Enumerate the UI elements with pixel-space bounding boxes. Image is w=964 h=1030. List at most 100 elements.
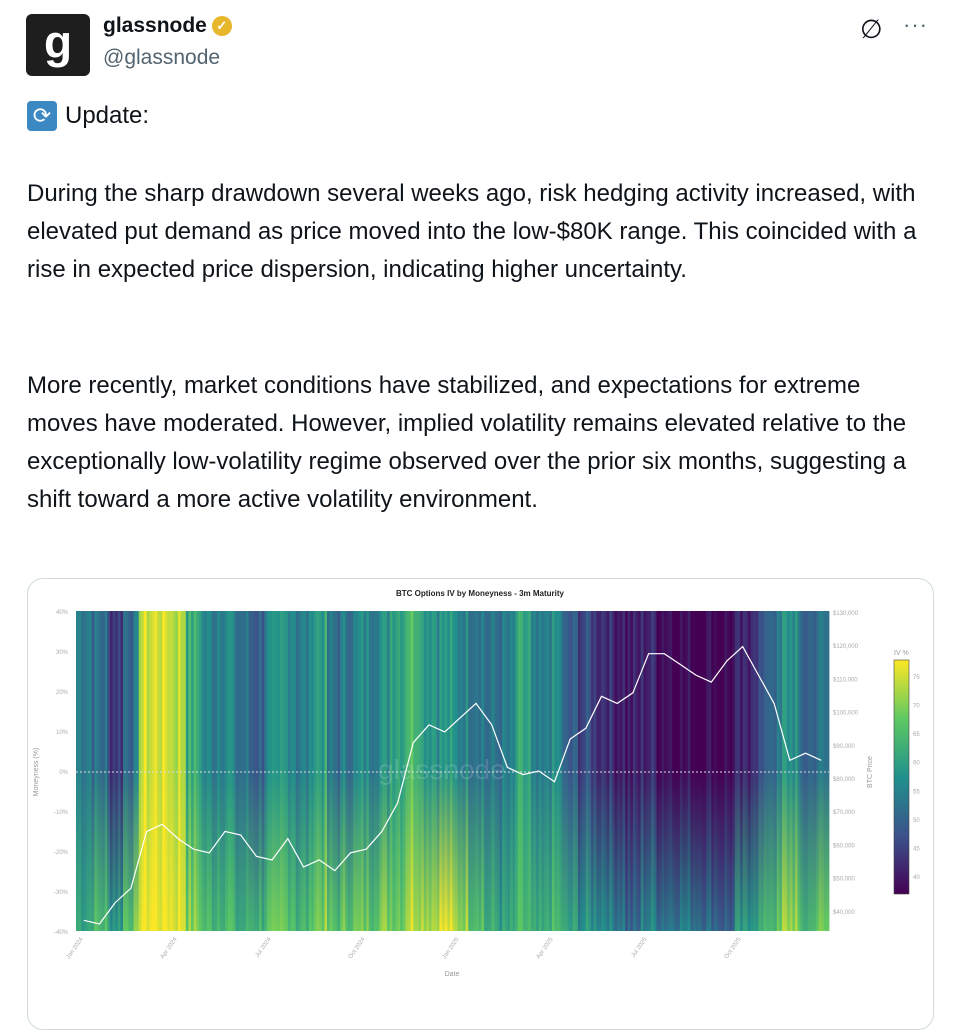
heatmap-cell [316, 611, 320, 931]
heatmap-cell [89, 611, 93, 931]
heatmap-cell [240, 611, 244, 931]
colorbar-tick-label: 75 [913, 675, 920, 681]
heatmap-cell [515, 611, 519, 931]
heatmap-cell [235, 611, 239, 931]
heatmap-cell [585, 611, 589, 931]
grok-icon[interactable]: ∅ [860, 14, 883, 44]
heatmap-cell [766, 611, 770, 931]
heatmap-cell [732, 611, 736, 931]
heatmap-cell [287, 611, 291, 931]
heatmap-cell [300, 611, 304, 931]
heatmap-cell [141, 611, 145, 931]
y-axis-label: Moneyness (%) [33, 748, 40, 797]
heatmap-cell [201, 611, 205, 931]
y-tick-label: 10% [56, 730, 69, 736]
heatmap-cell [771, 611, 775, 931]
heatmap-cell [808, 611, 812, 931]
heatmap-cell [410, 611, 414, 931]
heatmap-cell [721, 611, 725, 931]
heatmap-cell [204, 611, 208, 931]
author-handle[interactable]: @glassnode [103, 46, 221, 69]
heatmap-cell [468, 611, 472, 931]
heatmap-cell [243, 611, 247, 931]
heatmap-cell [491, 611, 495, 931]
heatmap-cell [217, 611, 221, 931]
heatmap-cell [400, 611, 404, 931]
heatmap-cell [347, 611, 351, 931]
heatmap-cell [763, 611, 767, 931]
heatmap-cell [627, 611, 631, 931]
heatmap-cell [209, 611, 213, 931]
heatmap-cell [669, 611, 673, 931]
heatmap-cell [815, 611, 819, 931]
heatmap-cell [345, 611, 349, 931]
heatmap-cell [776, 611, 780, 931]
heatmap-cell [303, 611, 307, 931]
heatmap-cell [588, 611, 592, 931]
heatmap-cell [434, 611, 438, 931]
heatmap-cell [666, 611, 670, 931]
heatmap-cell [813, 611, 817, 931]
heatmap-cell [321, 611, 325, 931]
heatmap-cell [387, 611, 391, 931]
heatmap-cell [327, 611, 331, 931]
heatmap-cell [703, 611, 707, 931]
heatmap-cell [285, 611, 289, 931]
heatmap-cell [457, 611, 461, 931]
heatmap-cell [797, 611, 801, 931]
heatmap-cell [640, 611, 644, 931]
heatmap-cell [232, 611, 236, 931]
heatmap-cell [99, 611, 103, 931]
heatmap-cell [625, 611, 629, 931]
y-tick-label: -30% [54, 890, 69, 896]
colorbar-tick-label: 70 [913, 704, 920, 710]
heatmap-cell [196, 611, 200, 931]
heatmap-cell [227, 611, 231, 931]
heatmap-cell [159, 611, 163, 931]
heatmap-cell [664, 611, 668, 931]
heatmap-cell [562, 611, 566, 931]
more-options-icon[interactable]: ··· [903, 12, 928, 37]
chart-image-card[interactable]: BTC Options IV by Moneyness - 3m Maturit… [27, 578, 934, 1030]
heatmap-cell [117, 611, 121, 931]
arrows-refresh-icon: ⟳ [27, 101, 57, 131]
heatmap-cell [750, 611, 754, 931]
avatar[interactable]: g [26, 14, 90, 76]
heatmap-cell [384, 611, 388, 931]
heatmap-cell [133, 611, 137, 931]
heatmap-cell [175, 611, 179, 931]
y2-tick-label: $120,000 [833, 644, 859, 650]
heatmap-cell [353, 611, 357, 931]
heatmap-cell [128, 611, 132, 931]
heatmap-cell [342, 611, 346, 931]
heatmap-cell [698, 611, 702, 931]
y2-tick-label: $90,000 [833, 744, 855, 750]
heatmap-cell [740, 611, 744, 931]
y2-tick-label: $60,000 [833, 843, 855, 849]
update-heading: ⟳ Update: [27, 101, 149, 131]
heatmap-cell [442, 611, 446, 931]
heatmap-cell [269, 611, 273, 931]
heatmap-cell [700, 611, 704, 931]
heatmap-cell [826, 611, 830, 931]
heatmap-cell [821, 611, 825, 931]
author-name[interactable]: glassnode ✓ [103, 14, 232, 38]
y2-tick-label: $50,000 [833, 877, 855, 883]
heatmap-cell [374, 611, 378, 931]
heatmap-cell [350, 611, 354, 931]
heatmap-cell [360, 611, 365, 931]
heatmap-cell [211, 611, 215, 931]
heatmap-cell [690, 611, 694, 931]
heatmap-cell [334, 611, 338, 931]
heatmap-cell [272, 611, 276, 931]
heatmap-cell [734, 611, 738, 931]
heatmap-cell [447, 611, 451, 931]
heatmap-cell [614, 611, 618, 931]
heatmap-cell [645, 611, 649, 931]
heatmap-cell [452, 611, 456, 931]
heatmap-cell [340, 611, 344, 931]
heatmap-cell [578, 611, 582, 931]
heatmap-cell [470, 611, 474, 931]
heatmap-cell [727, 611, 731, 931]
heatmap-cell [483, 611, 487, 931]
